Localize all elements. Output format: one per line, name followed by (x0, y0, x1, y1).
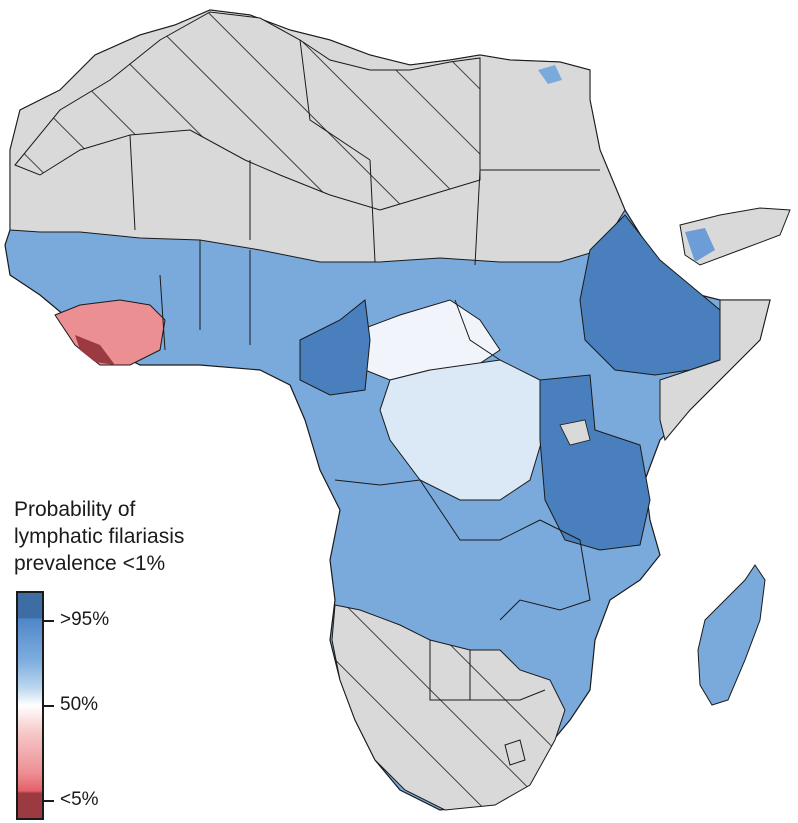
legend-tick-low (44, 800, 54, 802)
legend-colorbar (16, 591, 44, 820)
drc-light-region (379, 359, 546, 501)
legend-title: Probability of lymphatic filariasis prev… (14, 496, 254, 577)
north-borders (129, 39, 600, 266)
tanzania-region (539, 374, 651, 551)
southern-borders (159, 240, 591, 766)
cameroon-region (299, 299, 371, 396)
legend-title-line-1: Probability of (14, 498, 136, 521)
legend-title-line-2: lymphatic filariasis (14, 525, 185, 548)
madagascar (697, 564, 766, 706)
legend-label-mid: 50% (60, 694, 99, 715)
somalia-grey (659, 299, 771, 442)
nile-delta (538, 65, 562, 84)
west-africa-red-region (54, 299, 166, 366)
car-light-region (359, 299, 501, 381)
lake-victoria (559, 419, 591, 446)
legend-label-high: >95% (60, 609, 110, 630)
legend-tick-high (44, 620, 54, 622)
legend-tick-mid (44, 705, 54, 707)
west-africa-dark-red (75, 335, 115, 365)
legend-label-low: <5% (60, 789, 99, 810)
yemen-blue (685, 228, 715, 262)
legend-title-line-3: prevalence <1% (14, 552, 166, 575)
